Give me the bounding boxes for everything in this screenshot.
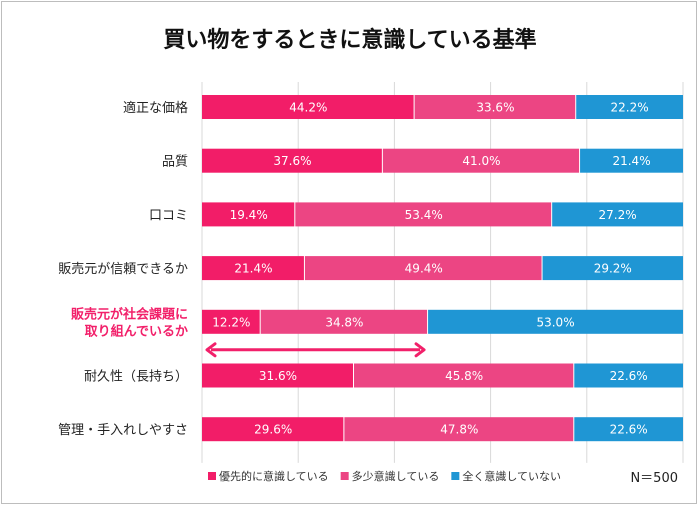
bar-segment bbox=[353, 363, 574, 388]
category-label: 販売元が社会課題に bbox=[71, 306, 188, 322]
legend-swatch bbox=[340, 472, 349, 480]
bar-segment bbox=[580, 148, 683, 173]
sample-size-note: N＝500 bbox=[630, 471, 678, 486]
legend-label: 全く意識していない bbox=[462, 469, 561, 483]
data-label: 49.4% bbox=[405, 262, 443, 276]
data-label: 22.2% bbox=[611, 101, 649, 115]
data-label: 31.6% bbox=[259, 369, 297, 383]
data-label: 27.2% bbox=[599, 208, 637, 222]
category-label: 耐久性（長持ち） bbox=[84, 370, 188, 385]
bar-segment bbox=[202, 363, 353, 388]
legend-label: 優先的に意識している bbox=[219, 469, 329, 483]
bar-segment bbox=[552, 202, 683, 227]
highlight-arrow-head-left bbox=[205, 342, 217, 358]
bar-segment bbox=[576, 95, 683, 119]
chart-title: 買い物をするときに意識している基準 bbox=[163, 27, 536, 53]
bar-segment bbox=[542, 256, 683, 281]
data-label: 44.2% bbox=[289, 101, 327, 115]
bar-segment bbox=[304, 256, 542, 281]
bar-segment bbox=[414, 95, 576, 119]
bar-segment bbox=[202, 417, 344, 442]
data-label: 21.4% bbox=[612, 154, 650, 168]
data-label: 19.4% bbox=[230, 208, 268, 222]
data-label: 29.6% bbox=[254, 423, 292, 437]
data-label: 34.8% bbox=[325, 315, 363, 329]
data-label: 45.8% bbox=[445, 369, 483, 383]
data-label: 33.6% bbox=[476, 101, 514, 115]
bar-segment bbox=[574, 363, 683, 388]
bar-segment bbox=[295, 202, 552, 227]
data-label: 29.2% bbox=[594, 262, 632, 276]
data-label: 12.2% bbox=[212, 315, 250, 329]
bar-segment bbox=[202, 202, 295, 227]
category-label: 口コミ bbox=[149, 208, 188, 223]
legend-label: 多少意識している bbox=[352, 469, 440, 483]
data-label: 37.6% bbox=[273, 154, 311, 168]
data-label: 53.0% bbox=[536, 315, 574, 329]
category-label: 販売元が信頼できるか bbox=[58, 261, 188, 277]
bar-segment bbox=[382, 148, 580, 173]
category-label: 適正な価格 bbox=[123, 100, 188, 116]
bar-segment bbox=[260, 309, 428, 334]
legend-swatch bbox=[451, 472, 460, 480]
data-label: 22.6% bbox=[610, 423, 648, 437]
category-label: 管理・手入れしやすさ bbox=[58, 423, 188, 438]
data-label: 47.8% bbox=[440, 423, 478, 437]
bar-segment bbox=[202, 95, 414, 119]
bar-segment bbox=[202, 309, 260, 334]
bar-segment bbox=[574, 417, 683, 442]
data-label: 53.4% bbox=[405, 208, 443, 222]
bar-segment bbox=[344, 417, 574, 442]
bar-segment bbox=[202, 148, 382, 173]
data-label: 41.0% bbox=[462, 154, 500, 168]
data-label: 22.6% bbox=[610, 369, 648, 383]
category-label: 品質 bbox=[162, 155, 188, 170]
highlight-arrow-head-right bbox=[414, 342, 426, 358]
legend-swatch bbox=[208, 472, 216, 480]
bar-segment bbox=[428, 309, 683, 334]
bar-segment bbox=[202, 256, 304, 281]
category-label: 取り組んでいるか bbox=[85, 323, 188, 339]
data-label: 21.4% bbox=[234, 262, 272, 276]
